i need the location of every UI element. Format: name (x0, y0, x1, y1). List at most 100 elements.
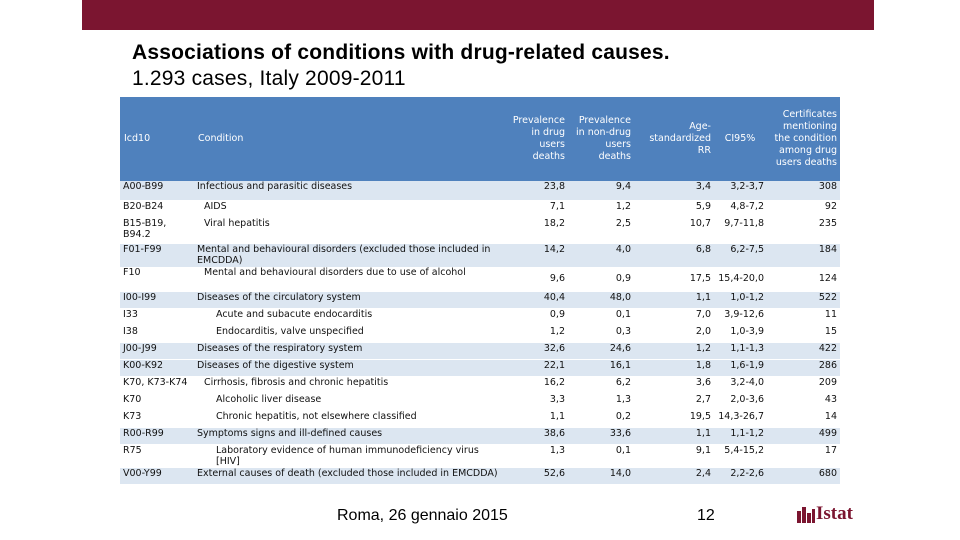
cell-ci: 3,2-4,0 (714, 376, 766, 394)
table-row: V00-Y99 External causes of death (exclud… (120, 467, 840, 484)
cell-ci: 14,3-26,7 (714, 410, 766, 428)
cell-cert: 522 (766, 291, 840, 309)
header-prev-drug: Prevalence in drug users deaths (504, 97, 568, 181)
cell-rr: 9,1 (634, 444, 714, 468)
cell-prev-nondrug: 48,0 (568, 291, 634, 309)
cell-condition: Diseases of the respiratory system (194, 342, 504, 360)
cell-prev-drug: 9,6 (504, 267, 568, 292)
table-row: B20-B24 AIDS 7,1 1,2 5,9 4,8-7,2 92 (120, 200, 840, 218)
table-row: I00-I99 Diseases of the circulatory syst… (120, 291, 840, 309)
table-row: K70 Alcoholic liver disease 3,3 1,3 2,7 … (120, 393, 840, 411)
cell-prev-drug: 3,3 (504, 393, 568, 411)
cell-code: B15-B19, B94.2 (120, 217, 194, 244)
cell-rr: 10,7 (634, 217, 714, 244)
cell-prev-drug: 22,1 (504, 359, 568, 377)
cell-cert: 308 (766, 181, 840, 201)
table-row: F10 Mental and behavioural disorders due… (120, 267, 840, 292)
cell-rr: 2,7 (634, 393, 714, 411)
cell-prev-nondrug: 14,0 (568, 467, 634, 484)
cell-rr: 3,6 (634, 376, 714, 394)
cell-ci: 2,0-3,6 (714, 393, 766, 411)
cell-condition: Alcoholic liver disease (194, 393, 504, 411)
cell-rr: 2,0 (634, 325, 714, 343)
header-code: Icd10 (120, 97, 194, 181)
table-row: R75 Laboratory evidence of human immunod… (120, 444, 840, 468)
table-row: I38 Endocarditis, valve unspecified 1,2 … (120, 325, 840, 343)
cell-prev-drug: 1,2 (504, 325, 568, 343)
cell-code: A00-B99 (120, 181, 194, 201)
cell-prev-nondrug: 2,5 (568, 217, 634, 244)
cell-rr: 5,9 (634, 200, 714, 218)
cell-condition: Symptoms signs and ill-defined causes (194, 427, 504, 445)
cell-cert: 235 (766, 217, 840, 244)
cell-code: F10 (120, 267, 194, 292)
cell-condition: AIDS (194, 200, 504, 218)
header-prev-nondrug: Prevalence in non-drug users deaths (568, 97, 634, 181)
cell-prev-drug: 1,1 (504, 410, 568, 428)
cell-condition: Cirrhosis, fibrosis and chronic hepatiti… (194, 376, 504, 394)
table-row: R00-R99 Symptoms signs and ill-defined c… (120, 427, 840, 445)
cell-cert: 680 (766, 467, 840, 484)
header-ci: CI95% (714, 97, 766, 181)
table-row: B15-B19, B94.2 Viral hepatitis 18,2 2,5 … (120, 217, 840, 244)
cell-prev-nondrug: 0,1 (568, 308, 634, 326)
cell-prev-drug: 32,6 (504, 342, 568, 360)
cell-cert: 422 (766, 342, 840, 360)
table-header-row: Icd10 Condition Prevalence in drug users… (120, 97, 840, 181)
associations-table: Icd10 Condition Prevalence in drug users… (120, 97, 840, 484)
cell-condition: Chronic hepatitis, not elsewhere classif… (194, 410, 504, 428)
table-row: F01-F99 Mental and behavioural disorders… (120, 243, 840, 267)
cell-code: R00-R99 (120, 427, 194, 445)
cell-prev-nondrug: 6,2 (568, 376, 634, 394)
header-cert: Certificates mentioning the condition am… (766, 97, 840, 181)
cell-prev-nondrug: 0,3 (568, 325, 634, 343)
cell-rr: 1,1 (634, 291, 714, 309)
table-row: K73 Chronic hepatitis, not elsewhere cla… (120, 410, 840, 428)
cell-rr: 1,2 (634, 342, 714, 360)
cell-ci: 5,4-15,2 (714, 444, 766, 468)
cell-condition: Mental and behavioural disorders (exclud… (194, 243, 504, 267)
cell-code: F01-F99 (120, 243, 194, 267)
cell-rr: 17,5 (634, 267, 714, 292)
header-rr: Age-standardized RR (634, 97, 714, 181)
cell-prev-drug: 7,1 (504, 200, 568, 218)
cell-condition: Laboratory evidence of human immunodefic… (194, 444, 504, 468)
page-number: 12 (697, 507, 715, 524)
footer-date: Roma, 26 gennaio 2015 (337, 507, 508, 524)
data-table-wrapper: Icd10 Condition Prevalence in drug users… (120, 97, 840, 484)
cell-ci: 1,6-1,9 (714, 359, 766, 377)
cell-cert: 14 (766, 410, 840, 428)
cell-cert: 499 (766, 427, 840, 445)
cell-cert: 184 (766, 243, 840, 267)
cell-condition: External causes of death (excluded those… (194, 467, 504, 484)
cell-code: V00-Y99 (120, 467, 194, 484)
table-row: A00-B99 Infectious and parasitic disease… (120, 181, 840, 201)
cell-code: K70, K73-K74 (120, 376, 194, 394)
istat-logo-icon (797, 507, 815, 523)
table-row: J00-J99 Diseases of the respiratory syst… (120, 342, 840, 360)
cell-code: I38 (120, 325, 194, 343)
cell-cert: 286 (766, 359, 840, 377)
table-row: K00-K92 Diseases of the digestive system… (120, 359, 840, 377)
cell-cert: 15 (766, 325, 840, 343)
cell-prev-drug: 52,6 (504, 467, 568, 484)
cell-condition: Acute and subacute endocarditis (194, 308, 504, 326)
cell-code: K73 (120, 410, 194, 428)
cell-ci: 1,0-3,9 (714, 325, 766, 343)
cell-ci: 9,7-11,8 (714, 217, 766, 244)
cell-code: I33 (120, 308, 194, 326)
cell-code: J00-J99 (120, 342, 194, 360)
cell-condition: Infectious and parasitic diseases (194, 181, 504, 201)
title-line-1: Associations of conditions with drug-rel… (132, 41, 670, 64)
cell-prev-nondrug: 0,9 (568, 267, 634, 292)
cell-prev-nondrug: 0,1 (568, 444, 634, 468)
cell-condition: Viral hepatitis (194, 217, 504, 244)
cell-cert: 11 (766, 308, 840, 326)
cell-cert: 43 (766, 393, 840, 411)
cell-cert: 17 (766, 444, 840, 468)
slide-title: Associations of conditions with drug-rel… (132, 40, 670, 92)
cell-cert: 92 (766, 200, 840, 218)
cell-code: B20-B24 (120, 200, 194, 218)
cell-code: I00-I99 (120, 291, 194, 309)
cell-prev-drug: 23,8 (504, 181, 568, 201)
